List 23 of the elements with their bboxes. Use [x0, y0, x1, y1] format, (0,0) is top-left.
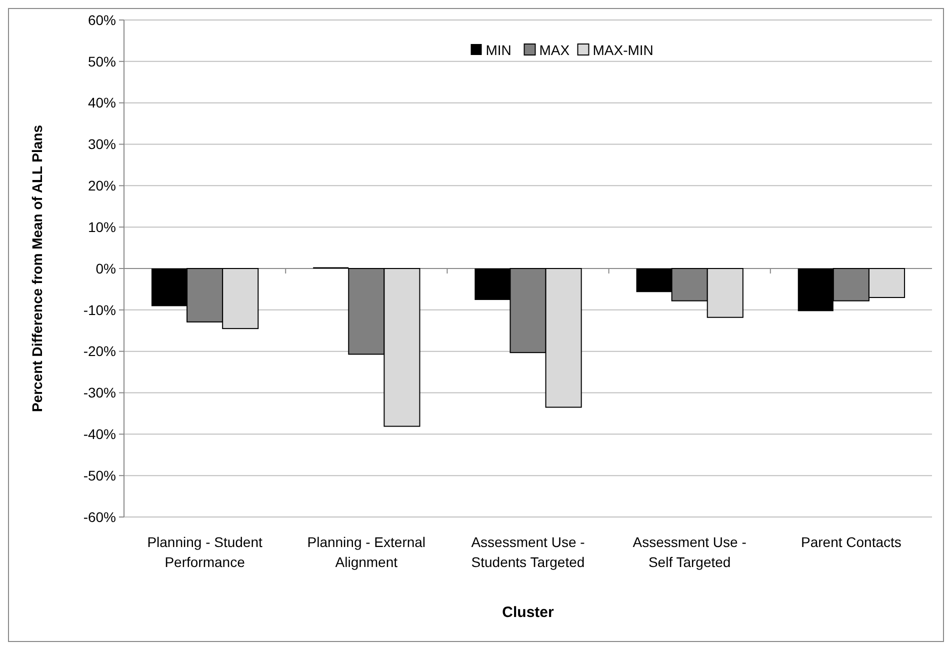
x-tick-label: Planning - Student Performance — [147, 534, 262, 570]
y-tick-label: 50% — [88, 53, 116, 70]
x-tick-label: Planning - External Alignment — [307, 534, 426, 570]
y-tick-label: 40% — [88, 94, 116, 111]
x-axis-title: Cluster — [502, 604, 554, 621]
x-tick-label: Assessment Use - Students Targeted — [471, 534, 586, 570]
legend-label: MAX-MIN — [592, 42, 654, 58]
x-tick-label: Assessment Use - Self Targeted — [632, 534, 747, 570]
y-tick-label: -40% — [83, 426, 116, 442]
y-tick-label: 0% — [96, 260, 116, 276]
legend-label: MAX — [539, 42, 570, 58]
y-tick-label: -20% — [83, 343, 116, 360]
legend-label: MIN — [486, 42, 512, 58]
y-tick-label: 20% — [88, 178, 116, 194]
y-tick-label: 30% — [88, 136, 116, 152]
y-tick-label: -50% — [83, 467, 116, 484]
x-tick-label: Parent Contacts — [801, 534, 902, 550]
y-tick-label: -10% — [83, 302, 116, 318]
y-tick-label: -60% — [83, 508, 116, 525]
y-axis-title: Percent Difference from Mean of ALL Plans — [29, 124, 45, 412]
y-tick-label: 10% — [88, 218, 116, 235]
y-tick-label: -30% — [83, 384, 116, 401]
y-tick-label: 60% — [88, 12, 116, 28]
